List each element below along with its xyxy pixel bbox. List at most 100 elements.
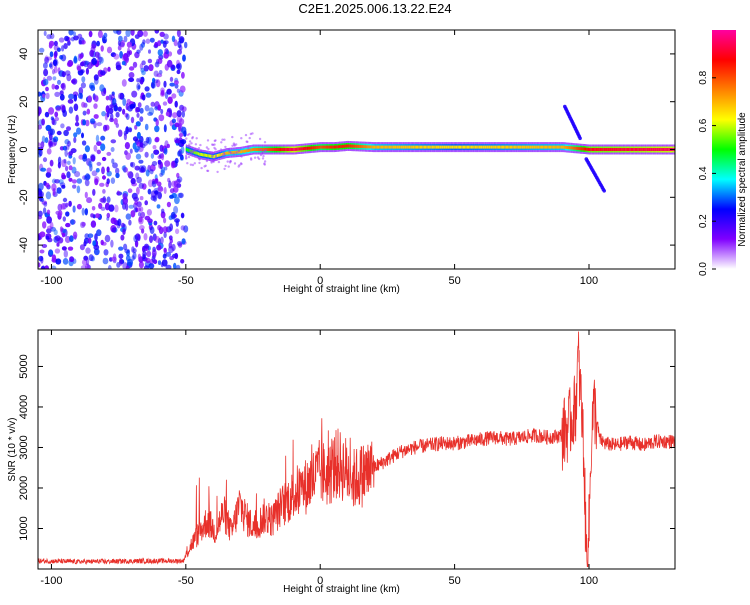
- noise-speckle: [166, 59, 173, 68]
- ridge-core: [406, 145, 408, 149]
- noise-speckle: [180, 225, 185, 231]
- noise-speckle: [163, 186, 167, 195]
- noise-speckle: [76, 185, 81, 194]
- noise-speckle: [46, 225, 53, 231]
- noise-speckle: [128, 72, 135, 79]
- noise-speckle: [79, 244, 85, 251]
- noise-speckle: [130, 30, 135, 36]
- noise-speckle: [73, 94, 78, 102]
- ridge-core: [222, 152, 224, 156]
- ridge-core: [382, 145, 384, 149]
- noise-speckle: [95, 168, 100, 173]
- ridge-scatter: [223, 167, 226, 171]
- noise-speckle: [103, 249, 109, 256]
- ridge-scatter: [191, 137, 194, 140]
- ridge-core: [484, 145, 486, 149]
- ridge-core: [411, 145, 413, 149]
- ridge-core: [216, 154, 219, 158]
- ridge-core: [603, 148, 606, 151]
- noise-speckle: [44, 137, 49, 144]
- noise-speckle: [76, 65, 82, 71]
- noise-speckle: [174, 100, 178, 108]
- ridge-scatter: [237, 149, 240, 153]
- ridge-scatter: [259, 148, 263, 152]
- noise-speckle: [136, 176, 142, 184]
- ridge-core: [579, 147, 581, 151]
- ridge-core: [218, 153, 220, 157]
- noise-speckle: [131, 255, 135, 261]
- noise-speckle: [68, 30, 74, 36]
- ridge-scatter: [229, 160, 232, 163]
- noise-speckle: [137, 30, 144, 38]
- noise-speckle: [154, 178, 158, 185]
- ridge-core: [207, 154, 209, 158]
- noise-speckle: [67, 140, 71, 147]
- noise-speckle: [100, 143, 106, 151]
- ridge-core: [637, 148, 639, 151]
- y-axis-label: Frequency (Hz): [7, 115, 18, 184]
- ridge-core: [331, 145, 333, 149]
- ridge-core: [369, 145, 372, 149]
- ridge-core: [391, 145, 393, 149]
- ridge-core: [640, 148, 642, 151]
- ridge-core: [310, 146, 313, 150]
- ridge-core: [568, 146, 571, 150]
- ridge-core: [558, 145, 560, 149]
- ridge-core: [341, 144, 344, 148]
- noise-speckle: [120, 39, 125, 48]
- ridge-core: [383, 145, 385, 149]
- ridge-core: [348, 144, 350, 148]
- noise-speckle: [49, 128, 55, 136]
- noise-speckle: [41, 265, 46, 269]
- noise-speckle: [118, 253, 124, 259]
- noise-speckle: [100, 70, 106, 76]
- ridge-core: [242, 149, 244, 153]
- ridge-core: [437, 145, 439, 149]
- noise-speckle: [135, 153, 142, 160]
- noise-speckle: [81, 101, 86, 108]
- ridge-core: [418, 145, 420, 149]
- noise-speckle: [118, 246, 124, 251]
- ridge-core: [254, 148, 256, 151]
- ridge-core: [480, 145, 482, 149]
- noise-speckle: [43, 30, 47, 37]
- ridge-core: [460, 145, 462, 149]
- noise-speckle: [39, 231, 46, 238]
- noise-speckle: [157, 57, 163, 64]
- noise-speckle: [154, 125, 160, 133]
- ridge-core: [390, 145, 392, 149]
- ridge-core: [486, 145, 489, 149]
- ridge-core: [644, 148, 646, 151]
- ridge-core: [571, 146, 573, 150]
- ridge-core: [305, 146, 307, 150]
- colorbar-tick-label: 0.0: [698, 262, 709, 276]
- noise-speckle: [146, 250, 152, 257]
- noise-speckle: [176, 241, 183, 246]
- noise-speckle: [173, 262, 177, 269]
- ridge-core: [255, 148, 258, 151]
- noise-speckle: [159, 172, 163, 177]
- ridge-core: [515, 145, 517, 149]
- noise-speckle: [125, 30, 131, 37]
- noise-speckle: [43, 68, 49, 77]
- ridge-core: [289, 148, 291, 151]
- noise-speckle: [67, 40, 71, 46]
- noise-speckle: [113, 117, 118, 125]
- ridge-scatter: [199, 143, 202, 147]
- noise-speckle: [71, 78, 78, 85]
- noise-speckle: [46, 148, 52, 155]
- noise-speckle: [68, 106, 74, 114]
- noise-speckle: [102, 257, 109, 265]
- noise-speckle: [139, 206, 144, 212]
- ridge-scatter: [262, 154, 265, 158]
- ridge-core: [546, 145, 548, 149]
- ridge-core: [427, 145, 430, 149]
- ridge-core: [593, 148, 595, 151]
- ridge-scatter: [190, 142, 193, 145]
- noise-speckle: [62, 145, 68, 151]
- noise-speckle: [168, 180, 172, 189]
- ridge-core: [324, 145, 326, 149]
- ridge-core: [457, 145, 459, 149]
- noise-speckle: [174, 157, 179, 164]
- ridge-core: [617, 148, 619, 151]
